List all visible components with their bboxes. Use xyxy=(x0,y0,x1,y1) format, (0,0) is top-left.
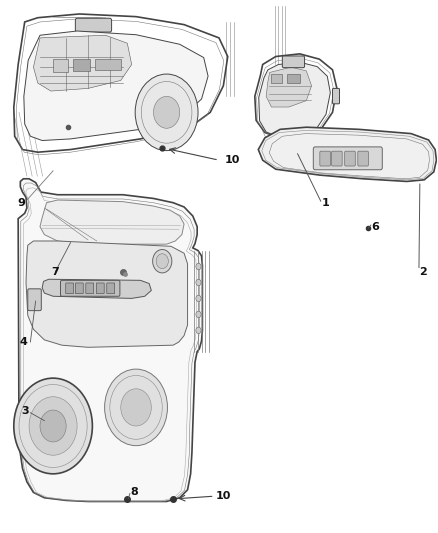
Circle shape xyxy=(14,378,92,474)
FancyBboxPatch shape xyxy=(95,59,121,70)
FancyBboxPatch shape xyxy=(358,151,368,166)
Text: 9: 9 xyxy=(18,198,25,208)
Circle shape xyxy=(196,295,201,302)
FancyBboxPatch shape xyxy=(287,74,300,83)
FancyBboxPatch shape xyxy=(86,283,94,294)
Text: 4: 4 xyxy=(20,337,28,347)
Circle shape xyxy=(135,74,198,151)
FancyBboxPatch shape xyxy=(66,283,74,294)
FancyBboxPatch shape xyxy=(332,151,342,166)
Text: 2: 2 xyxy=(419,267,427,277)
Text: 1: 1 xyxy=(321,198,329,208)
Text: 8: 8 xyxy=(131,487,138,497)
Circle shape xyxy=(105,369,167,446)
FancyBboxPatch shape xyxy=(53,59,68,72)
Polygon shape xyxy=(26,241,187,348)
Polygon shape xyxy=(33,35,132,91)
Text: 10: 10 xyxy=(224,155,240,165)
FancyBboxPatch shape xyxy=(332,88,339,104)
FancyBboxPatch shape xyxy=(345,151,355,166)
Text: 3: 3 xyxy=(21,406,29,416)
FancyBboxPatch shape xyxy=(96,283,104,294)
Polygon shape xyxy=(258,127,436,181)
Circle shape xyxy=(196,311,201,318)
Circle shape xyxy=(156,254,168,269)
FancyBboxPatch shape xyxy=(75,283,83,294)
Polygon shape xyxy=(259,62,330,137)
Circle shape xyxy=(153,96,180,128)
Circle shape xyxy=(29,397,77,455)
FancyBboxPatch shape xyxy=(75,18,112,32)
Text: 7: 7 xyxy=(51,267,59,277)
FancyBboxPatch shape xyxy=(107,283,115,294)
Polygon shape xyxy=(18,179,202,502)
Circle shape xyxy=(121,389,151,426)
Text: 10: 10 xyxy=(215,491,231,501)
Circle shape xyxy=(196,327,201,334)
Text: 6: 6 xyxy=(371,222,379,232)
Polygon shape xyxy=(266,67,311,107)
FancyBboxPatch shape xyxy=(28,289,41,311)
Circle shape xyxy=(40,410,66,442)
FancyBboxPatch shape xyxy=(320,151,330,166)
Polygon shape xyxy=(24,31,208,141)
FancyBboxPatch shape xyxy=(60,280,120,296)
Circle shape xyxy=(196,263,201,270)
FancyBboxPatch shape xyxy=(73,59,90,71)
FancyBboxPatch shape xyxy=(313,147,382,169)
Polygon shape xyxy=(40,200,184,244)
FancyBboxPatch shape xyxy=(283,56,304,68)
Polygon shape xyxy=(42,279,151,298)
FancyBboxPatch shape xyxy=(272,74,283,83)
Circle shape xyxy=(196,279,201,286)
Circle shape xyxy=(152,249,172,273)
